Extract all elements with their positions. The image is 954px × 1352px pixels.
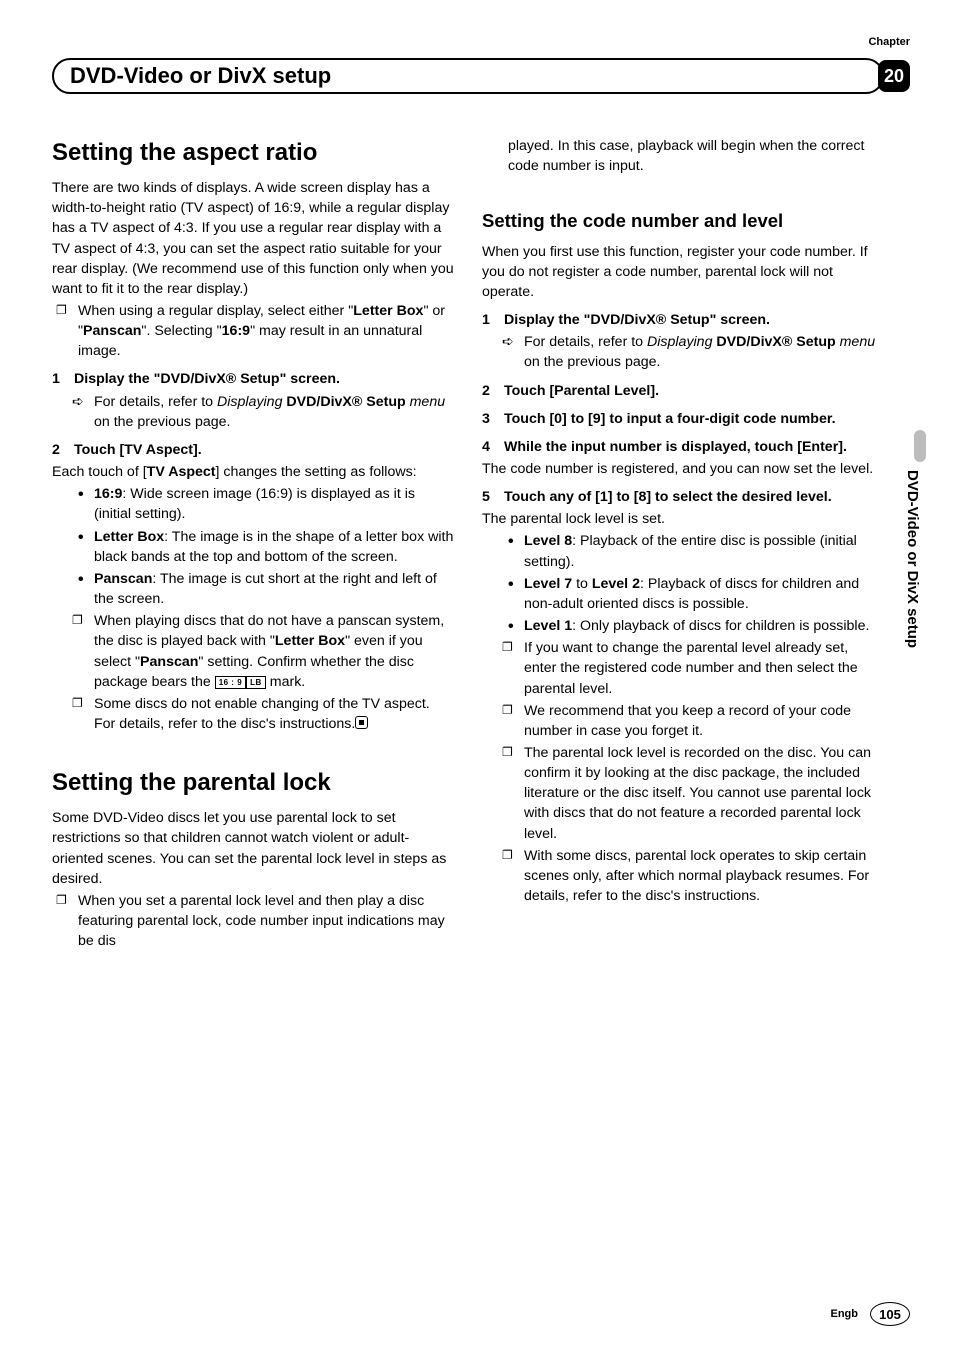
level-item: Level 7 to Level 2: Playback of discs fo… — [524, 574, 884, 614]
step-heading: 1Display the "DVD/DivX® Setup" screen. — [52, 369, 454, 389]
body-text: There are two kinds of displays. A wide … — [52, 178, 454, 299]
body-text: The parental lock level is set. — [482, 509, 884, 529]
step-heading: 4While the input number is displayed, to… — [482, 437, 884, 457]
page-number: 105 — [870, 1302, 910, 1326]
body-text: The code number is registered, and you c… — [482, 459, 884, 479]
right-column: played. In this case, playback will begi… — [482, 136, 884, 953]
step-heading: 5Touch any of [1] to [8] to select the d… — [482, 487, 884, 507]
note-item: When using a regular display, select eit… — [78, 301, 454, 361]
letterbox-mark-icon: LB — [246, 676, 266, 689]
page-footer: Engb 105 — [831, 1302, 911, 1326]
note-item: The parental lock level is recorded on t… — [524, 743, 884, 844]
body-text: Each touch of [TV Aspect] changes the se… — [52, 462, 454, 482]
left-column: Setting the aspect ratio There are two k… — [52, 136, 454, 953]
note-item: When you set a parental lock level and t… — [78, 891, 454, 951]
option-item: Letter Box: The image is in the shape of… — [94, 527, 454, 567]
step-detail: For details, refer to Displaying DVD/Div… — [524, 332, 884, 372]
side-tab: DVD-Video or DivX setup — [904, 470, 926, 790]
step-heading: 1Display the "DVD/DivX® Setup" screen. — [482, 310, 884, 330]
chapter-header: DVD-Video or DivX setup 20 — [52, 58, 910, 94]
body-text: When you first use this function, regist… — [482, 242, 884, 302]
level-item: Level 1: Only playback of discs for chil… — [524, 616, 884, 636]
end-mark-icon — [355, 716, 368, 729]
subsection-heading: Setting the code number and level — [482, 208, 884, 234]
header-pill: DVD-Video or DivX setup — [52, 58, 884, 94]
note-item: If you want to change the parental level… — [524, 638, 884, 698]
note-item: We recommend that you keep a record of y… — [524, 701, 884, 741]
note-item: With some discs, parental lock operates … — [524, 846, 884, 906]
step-detail: For details, refer to Displaying DVD/Div… — [94, 392, 454, 432]
step-heading: 3Touch [0] to [9] to input a four-digit … — [482, 409, 884, 429]
continuation-text: played. In this case, playback will begi… — [482, 136, 884, 176]
step-heading: 2Touch [TV Aspect]. — [52, 440, 454, 460]
section-heading: Setting the parental lock — [52, 766, 454, 800]
aspect-mark-icon: 16 : 9 — [215, 676, 246, 689]
chapter-number-badge: 20 — [878, 60, 910, 92]
note-item: When playing discs that do not have a pa… — [94, 611, 454, 692]
section-heading: Setting the aspect ratio — [52, 136, 454, 170]
side-tab-label: DVD-Video or DivX setup — [904, 470, 921, 790]
page-title: DVD-Video or DivX setup — [70, 63, 331, 89]
language-label: Engb — [831, 1308, 859, 1320]
step-heading: 2Touch [Parental Level]. — [482, 381, 884, 401]
option-item: 16:9: Wide screen image (16:9) is displa… — [94, 484, 454, 524]
option-item: Panscan: The image is cut short at the r… — [94, 569, 454, 609]
chapter-label: Chapter — [868, 36, 910, 48]
level-item: Level 8: Playback of the entire disc is … — [524, 531, 884, 571]
side-tab-marker — [914, 430, 926, 462]
body-text: Some DVD-Video discs let you use parenta… — [52, 808, 454, 889]
note-item: Some discs do not enable changing of the… — [94, 694, 454, 734]
